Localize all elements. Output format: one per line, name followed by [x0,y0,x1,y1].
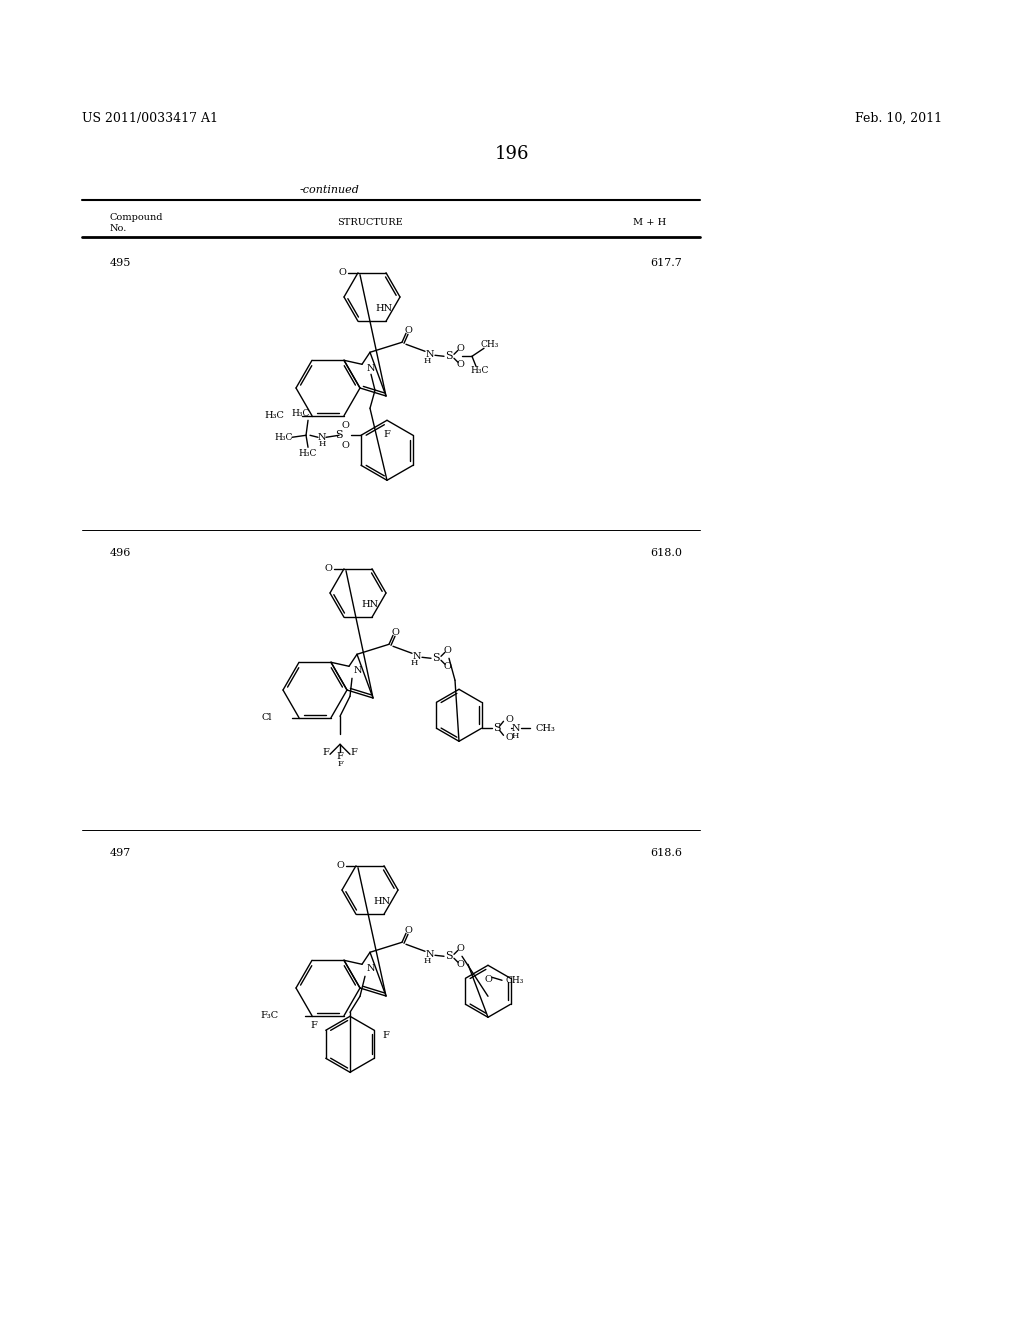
Text: O: O [341,441,349,450]
Text: HN: HN [376,304,392,313]
Text: 196: 196 [495,145,529,162]
Text: H: H [512,733,519,741]
Text: O: O [443,645,451,655]
Text: No.: No. [110,224,127,234]
Text: M + H: M + H [634,218,667,227]
Text: 618.6: 618.6 [650,847,682,858]
Text: HN: HN [374,898,390,907]
Text: CH₃: CH₃ [481,339,499,348]
Text: S: S [445,351,453,362]
Text: 497: 497 [110,847,131,858]
Text: O: O [338,268,346,277]
Text: H: H [423,957,431,965]
Text: 617.7: 617.7 [650,257,682,268]
Text: Cl: Cl [261,713,272,722]
Text: O: O [456,944,464,953]
Text: O: O [324,564,332,573]
Text: H₃C: H₃C [292,409,310,418]
Text: HN: HN [361,601,379,610]
Text: F: F [384,430,390,440]
Text: H₃C: H₃C [471,366,489,375]
Text: H₃C: H₃C [299,449,317,458]
Text: O: O [484,975,492,985]
Text: S: S [432,653,440,663]
Text: H: H [411,659,418,668]
Text: F: F [311,1020,317,1030]
Text: N: N [413,652,421,661]
Text: F: F [382,1031,389,1040]
Text: F: F [337,752,343,760]
Text: O: O [404,326,412,335]
Text: O: O [456,360,464,368]
Text: N: N [367,964,376,973]
Text: CH₃: CH₃ [536,723,555,733]
Text: F: F [350,748,357,756]
Text: F: F [337,760,343,768]
Text: O: O [506,715,513,723]
Text: S: S [445,952,453,961]
Text: Compound: Compound [110,213,164,222]
Text: 496: 496 [110,548,131,558]
Text: N: N [511,723,520,733]
Text: STRUCTURE: STRUCTURE [337,218,402,227]
Text: S: S [336,430,343,441]
Text: 495: 495 [110,257,131,268]
Text: F₃C: F₃C [261,1011,279,1020]
Text: H₃C: H₃C [264,412,284,420]
Text: N: N [367,364,376,372]
Text: Feb. 10, 2011: Feb. 10, 2011 [855,112,942,125]
Text: N: N [317,433,327,442]
Text: O: O [341,421,349,430]
Text: O: O [443,661,451,671]
Text: -continued: -continued [300,185,360,195]
Text: O: O [456,960,464,969]
Text: O: O [336,861,344,870]
Text: O: O [404,925,412,935]
Text: US 2011/0033417 A1: US 2011/0033417 A1 [82,112,218,125]
Text: O: O [391,628,399,636]
Text: F: F [323,748,330,756]
Text: O: O [506,733,513,742]
Text: H: H [318,441,326,449]
Text: CH₃: CH₃ [506,975,524,985]
Text: S: S [494,723,501,734]
Text: N: N [426,950,434,958]
Text: N: N [426,350,434,359]
Text: O: O [456,343,464,352]
Text: N: N [354,665,362,675]
Text: 618.0: 618.0 [650,548,682,558]
Text: H₃C: H₃C [274,433,293,442]
Text: H: H [423,358,431,366]
